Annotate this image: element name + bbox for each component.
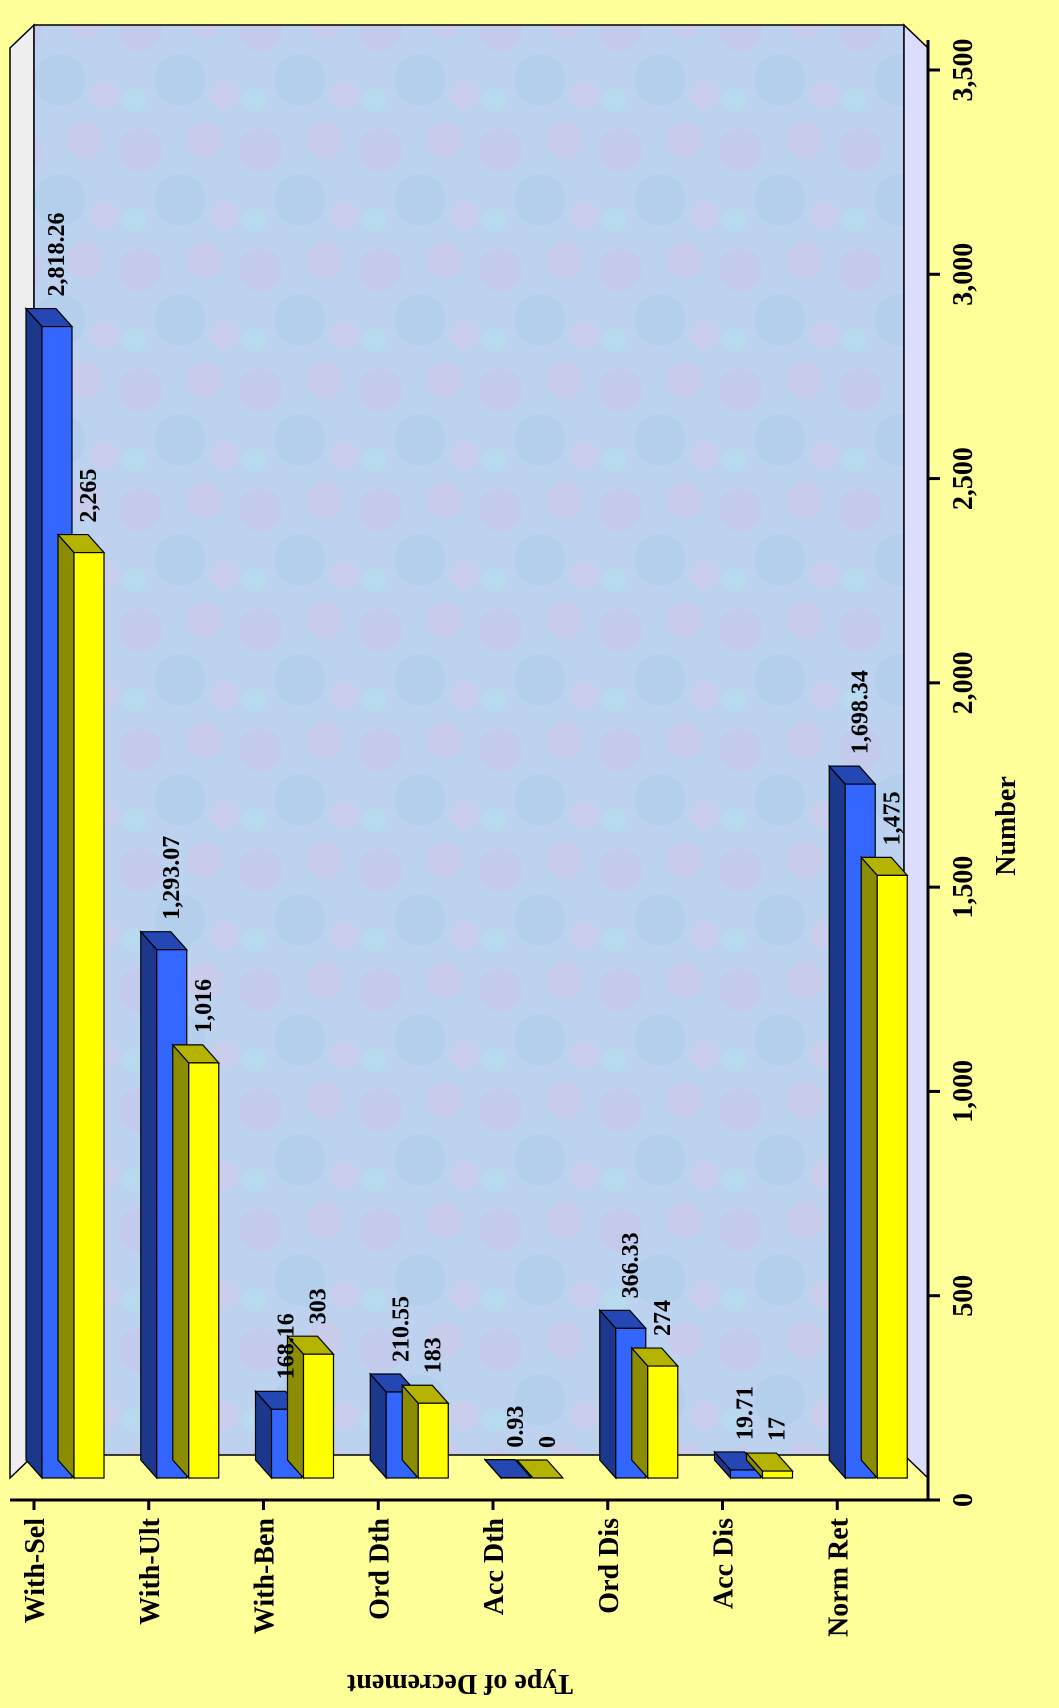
value-label-ord-dis-series-1: 366.33 bbox=[618, 1232, 644, 1298]
bar-with-ben-series-2 bbox=[286, 1334, 335, 1480]
value-label-acc-dth-series-2: 0 bbox=[535, 1436, 561, 1448]
value-label-with-ult-series-2: 1,016 bbox=[191, 979, 217, 1033]
value-label-with-sel-series-1: 2,818.26 bbox=[44, 213, 70, 297]
value-label-ord-dth-series-2: 183 bbox=[420, 1337, 446, 1373]
bar-acc-dis-series-1 bbox=[713, 1450, 762, 1480]
value-tick-label-3000: 3,000 bbox=[948, 243, 979, 306]
value-label-with-ult-series-1: 1,293.07 bbox=[159, 836, 185, 920]
y-axis-label: Type of Decrement bbox=[346, 1668, 573, 1699]
category-label-acc-dis: Acc Dis bbox=[709, 1518, 740, 1609]
value-tick-label-500: 500 bbox=[948, 1275, 979, 1317]
value-tick-label-2000: 2,000 bbox=[948, 651, 979, 714]
bar-with-sel-series-1 bbox=[24, 306, 74, 1480]
value-tick-label-0: 0 bbox=[948, 1493, 979, 1507]
value-label-with-ben-series-2: 303 bbox=[306, 1288, 332, 1324]
category-label-with-ult: With-Ult bbox=[135, 1517, 166, 1624]
category-label-with-sel: With-Sel bbox=[20, 1518, 51, 1623]
value-tick-label-1000: 1,000 bbox=[948, 1060, 979, 1123]
value-label-ord-dis-series-2: 274 bbox=[650, 1300, 676, 1336]
value-label-norm-ret-series-2: 1,475 bbox=[879, 791, 905, 845]
bar-with-ult-series-2 bbox=[171, 1043, 221, 1480]
value-label-ord-dth-series-1: 210.55 bbox=[388, 1296, 414, 1362]
value-label-with-sel-series-2: 2,265 bbox=[76, 469, 102, 523]
bar-norm-ret-series-2 bbox=[859, 855, 909, 1480]
bar-acc-dth-series-2 bbox=[515, 1459, 565, 1479]
category-label-ord-dth: Ord Dth bbox=[364, 1518, 395, 1620]
value-ticks-group: 0 500 1,000 1,500 2,000 2,500 3,000 3,500 bbox=[928, 39, 979, 1507]
category-label-ord-dis: Ord Dis bbox=[594, 1518, 625, 1614]
bar-ord-dth-series-2 bbox=[400, 1383, 450, 1480]
category-ticks-group: With-Sel With-Ult With-Ben Ord Dth Acc Dth Or… bbox=[20, 1500, 854, 1637]
bars-group bbox=[24, 306, 909, 1480]
bar-with-sel-series-2 bbox=[56, 533, 106, 1480]
value-tick-label-3500: 3,500 bbox=[948, 39, 979, 102]
x-axis-label: Number bbox=[991, 776, 1022, 876]
category-label-norm-ret: Norm Ret bbox=[823, 1517, 854, 1637]
value-tick-label-1500: 1,500 bbox=[948, 856, 979, 919]
category-label-with-ben: With-Ben bbox=[250, 1518, 281, 1635]
value-label-acc-dth-series-1: 0.93 bbox=[503, 1406, 529, 1448]
value-label-acc-dis-series-1: 19.71 bbox=[733, 1386, 759, 1440]
bar-acc-dis-series-2 bbox=[745, 1451, 794, 1480]
category-label-acc-dth: Acc Dth bbox=[479, 1518, 510, 1616]
bar-acc-dth-series-1 bbox=[483, 1458, 533, 1480]
value-label-with-ben-series-1: 168.16 bbox=[274, 1313, 300, 1379]
value-label-acc-dis-series-2: 17 bbox=[765, 1417, 791, 1441]
value-tick-label-2500: 2,500 bbox=[948, 447, 979, 510]
bar-ord-dis-series-2 bbox=[630, 1346, 680, 1480]
value-label-norm-ret-series-1: 1,698.34 bbox=[847, 670, 873, 754]
